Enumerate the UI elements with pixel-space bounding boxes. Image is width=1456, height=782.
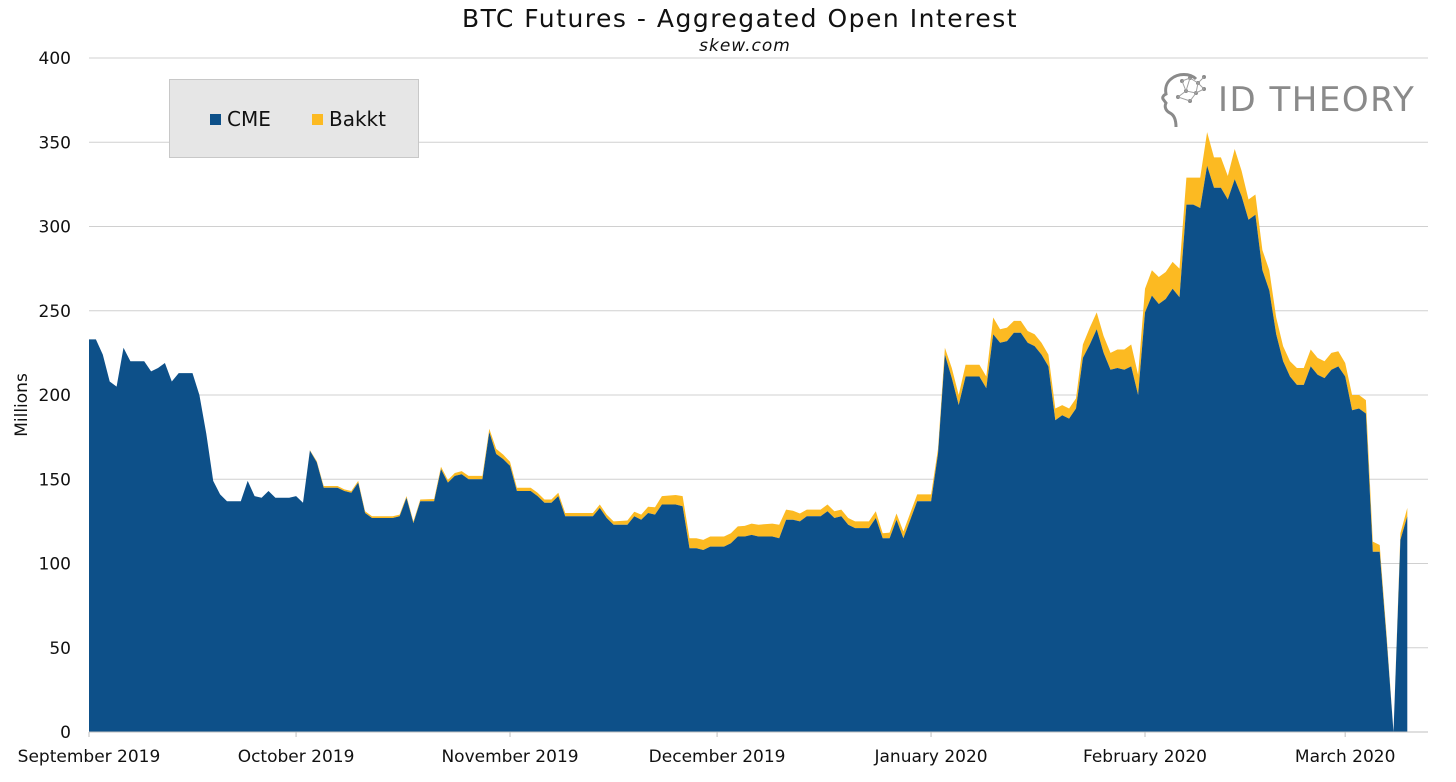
legend-label-cme: CME <box>227 107 271 131</box>
legend-label-bakkt: Bakkt <box>329 107 386 131</box>
y-tick-label: 100 <box>39 555 71 575</box>
legend-swatch-bakkt <box>312 113 323 125</box>
y-tick-label: 400 <box>39 49 71 69</box>
x-tick-label: September 2019 <box>18 747 161 767</box>
legend-swatch-cme <box>210 113 221 125</box>
id-theory-logo: ID THEORY <box>1158 70 1415 130</box>
y-tick-label: 0 <box>60 723 71 743</box>
chart-subtitle: skew.com <box>699 36 791 56</box>
x-tick-label: January 2020 <box>873 747 987 767</box>
y-axis-label: Millions <box>12 373 32 437</box>
legend-item-bakkt: Bakkt <box>312 107 386 131</box>
y-tick-label: 200 <box>39 386 71 406</box>
y-tick-label: 150 <box>39 470 71 490</box>
y-tick-label: 250 <box>39 302 71 322</box>
series-area-cme <box>89 165 1408 733</box>
legend: CME Bakkt <box>169 79 419 158</box>
legend-item-cme: CME <box>210 107 271 131</box>
x-tick-label: March 2020 <box>1295 747 1396 767</box>
y-tick-label: 350 <box>39 133 71 153</box>
y-tick-label: 300 <box>39 218 71 238</box>
chart-title: BTC Futures - Aggregated Open Interest <box>461 4 1019 33</box>
x-tick-label: October 2019 <box>238 747 355 767</box>
y-tick-label: 50 <box>49 639 71 659</box>
x-tick-label: November 2019 <box>441 747 578 767</box>
x-tick-label: February 2020 <box>1083 747 1207 767</box>
logo-text: ID THEORY <box>1218 80 1416 120</box>
x-tick-label: December 2019 <box>649 747 786 767</box>
head-network-icon <box>1161 73 1206 128</box>
